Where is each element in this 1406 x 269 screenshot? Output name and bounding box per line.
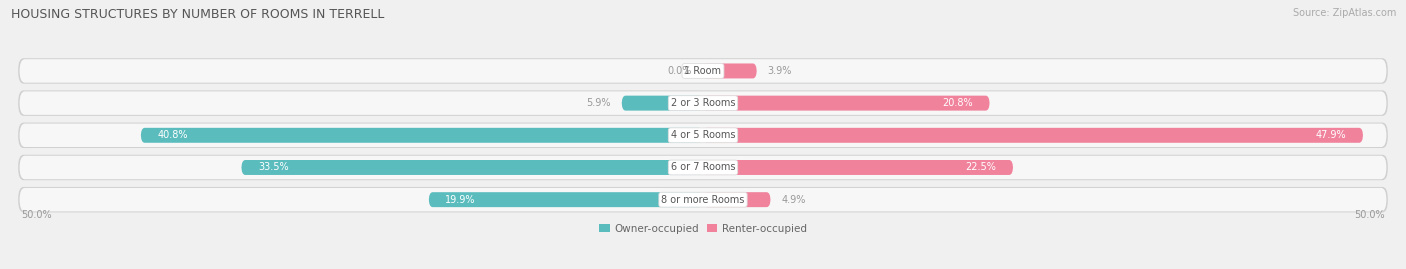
Text: 4 or 5 Rooms: 4 or 5 Rooms: [671, 130, 735, 140]
Text: 22.5%: 22.5%: [966, 162, 997, 172]
Text: 5.9%: 5.9%: [586, 98, 610, 108]
Text: 47.9%: 47.9%: [1316, 130, 1347, 140]
Text: 2 or 3 Rooms: 2 or 3 Rooms: [671, 98, 735, 108]
Text: HOUSING STRUCTURES BY NUMBER OF ROOMS IN TERRELL: HOUSING STRUCTURES BY NUMBER OF ROOMS IN…: [11, 8, 385, 21]
Text: 1 Room: 1 Room: [685, 66, 721, 76]
Text: 20.8%: 20.8%: [942, 98, 973, 108]
FancyBboxPatch shape: [18, 155, 1388, 180]
FancyBboxPatch shape: [20, 156, 1386, 179]
FancyBboxPatch shape: [20, 59, 1386, 83]
FancyBboxPatch shape: [20, 188, 1386, 211]
Text: 50.0%: 50.0%: [21, 210, 52, 220]
FancyBboxPatch shape: [703, 63, 756, 79]
FancyBboxPatch shape: [703, 128, 1362, 143]
FancyBboxPatch shape: [18, 123, 1388, 148]
Text: 8 or more Rooms: 8 or more Rooms: [661, 195, 745, 205]
Text: 19.9%: 19.9%: [446, 195, 475, 205]
FancyBboxPatch shape: [242, 160, 703, 175]
Text: 33.5%: 33.5%: [257, 162, 288, 172]
FancyBboxPatch shape: [703, 192, 770, 207]
FancyBboxPatch shape: [20, 123, 1386, 147]
FancyBboxPatch shape: [18, 58, 1388, 84]
FancyBboxPatch shape: [703, 96, 990, 111]
FancyBboxPatch shape: [621, 96, 703, 111]
FancyBboxPatch shape: [20, 91, 1386, 115]
Text: 50.0%: 50.0%: [1354, 210, 1385, 220]
Text: 3.9%: 3.9%: [768, 66, 792, 76]
FancyBboxPatch shape: [18, 187, 1388, 212]
FancyBboxPatch shape: [141, 128, 703, 143]
FancyBboxPatch shape: [703, 160, 1012, 175]
Text: Source: ZipAtlas.com: Source: ZipAtlas.com: [1292, 8, 1396, 18]
Text: 6 or 7 Rooms: 6 or 7 Rooms: [671, 162, 735, 172]
FancyBboxPatch shape: [429, 192, 703, 207]
Text: 0.0%: 0.0%: [668, 66, 692, 76]
Text: 4.9%: 4.9%: [782, 195, 806, 205]
FancyBboxPatch shape: [18, 90, 1388, 116]
Legend: Owner-occupied, Renter-occupied: Owner-occupied, Renter-occupied: [595, 220, 811, 238]
Text: 40.8%: 40.8%: [157, 130, 188, 140]
